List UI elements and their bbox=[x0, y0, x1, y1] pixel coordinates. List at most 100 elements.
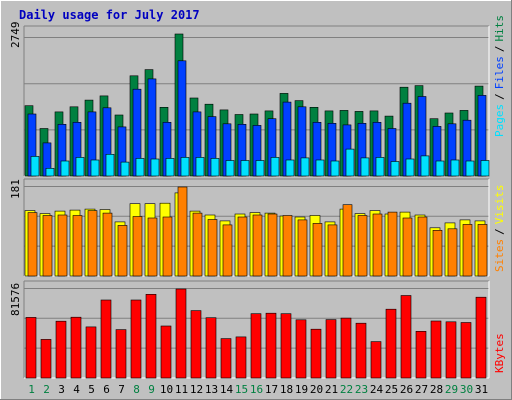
bar-kbytes-day-25 bbox=[385, 308, 397, 379]
bar-kbytes-day-1 bbox=[25, 317, 37, 379]
chart-title: Daily usage for July 2017 bbox=[19, 8, 200, 22]
bar-kbytes-day-22 bbox=[340, 317, 352, 379]
x-label-day-6: 6 bbox=[103, 383, 110, 396]
x-label-day-8: 8 bbox=[133, 383, 140, 396]
bar-kbytes-day-8 bbox=[130, 299, 142, 379]
x-label-day-16: 16 bbox=[250, 383, 263, 396]
bar-sites-day-22 bbox=[342, 204, 353, 277]
bar-kbytes-day-18 bbox=[280, 313, 292, 379]
bar-sites-day-5 bbox=[87, 210, 98, 277]
x-label-day-15: 15 bbox=[235, 383, 248, 396]
x-label-day-3: 3 bbox=[58, 383, 65, 396]
bar-sites-day-10 bbox=[162, 216, 173, 277]
bar-kbytes-day-5 bbox=[85, 326, 97, 379]
bar-kbytes-day-31 bbox=[475, 296, 487, 379]
bar-pages-day-8 bbox=[135, 158, 145, 177]
x-label-day-17: 17 bbox=[265, 383, 278, 396]
bar-pages-day-21 bbox=[330, 160, 340, 177]
bar-sites-day-24 bbox=[372, 213, 383, 277]
bar-kbytes-day-19 bbox=[295, 319, 307, 379]
bar-kbytes-day-23 bbox=[355, 322, 367, 379]
bar-sites-day-7 bbox=[117, 225, 128, 277]
x-label-day-5: 5 bbox=[88, 383, 95, 396]
bar-sites-day-30 bbox=[462, 224, 473, 277]
bar-pages-day-1 bbox=[30, 156, 40, 177]
bar-kbytes-day-11 bbox=[175, 288, 187, 379]
bar-pages-day-17 bbox=[270, 157, 280, 177]
bar-sites-day-11 bbox=[177, 186, 188, 277]
bar-sites-day-19 bbox=[297, 219, 308, 277]
bar-sites-day-20 bbox=[312, 223, 323, 277]
bar-sites-day-2 bbox=[42, 215, 53, 277]
x-label-day-10: 10 bbox=[160, 383, 173, 396]
bar-sites-day-26 bbox=[402, 217, 413, 277]
x-label-day-29: 29 bbox=[445, 383, 458, 396]
bar-pages-day-9 bbox=[150, 158, 160, 177]
x-label-day-7: 7 bbox=[118, 383, 125, 396]
x-label-day-31: 31 bbox=[475, 383, 488, 396]
middle-max-label: 181 bbox=[9, 179, 22, 199]
x-label-day-18: 18 bbox=[280, 383, 293, 396]
panel-visits-sites bbox=[23, 178, 490, 277]
x-label-day-26: 26 bbox=[400, 383, 413, 396]
legend-visits: Visits bbox=[493, 185, 506, 225]
bar-pages-day-10 bbox=[165, 158, 175, 177]
x-label-day-25: 25 bbox=[385, 383, 398, 396]
x-label-day-11: 11 bbox=[175, 383, 188, 396]
x-label-day-1: 1 bbox=[28, 383, 35, 396]
bar-sites-day-28 bbox=[432, 230, 443, 277]
bar-pages-day-30 bbox=[465, 160, 475, 177]
bar-kbytes-day-30 bbox=[460, 322, 472, 379]
bar-pages-day-2 bbox=[45, 168, 55, 177]
middle-legend: Sites / Visits bbox=[493, 185, 506, 273]
x-label-day-24: 24 bbox=[370, 383, 384, 396]
bar-kbytes-day-13 bbox=[205, 317, 217, 379]
x-label-day-14: 14 bbox=[220, 383, 234, 396]
bar-kbytes-day-28 bbox=[430, 320, 442, 379]
bar-sites-day-16 bbox=[252, 214, 263, 277]
bar-sites-day-4 bbox=[72, 215, 83, 277]
bottom-legend: KBytes bbox=[493, 333, 506, 373]
x-label-day-22: 22 bbox=[340, 383, 353, 396]
legend-pages: Pages bbox=[493, 104, 506, 137]
bar-pages-day-23 bbox=[360, 157, 370, 177]
x-label-day-19: 19 bbox=[295, 383, 308, 396]
bar-kbytes-day-6 bbox=[100, 299, 112, 379]
bar-pages-day-27 bbox=[420, 155, 430, 177]
bar-kbytes-day-12 bbox=[190, 310, 202, 379]
top-legend: Pages / Files / Hits bbox=[493, 15, 506, 137]
bar-pages-day-6 bbox=[105, 154, 115, 177]
bar-kbytes-day-14 bbox=[220, 338, 232, 379]
bar-sites-day-12 bbox=[192, 212, 203, 277]
legend-sep-3: / bbox=[493, 228, 506, 235]
bottom-max-label: 81576 bbox=[9, 283, 22, 316]
bar-kbytes-day-7 bbox=[115, 329, 127, 379]
bar-pages-day-28 bbox=[435, 160, 445, 177]
legend-sites: Sites bbox=[493, 239, 506, 272]
bar-sites-day-9 bbox=[147, 217, 158, 277]
bar-pages-day-26 bbox=[405, 158, 415, 177]
bar-kbytes-day-4 bbox=[70, 316, 82, 379]
bar-kbytes-day-16 bbox=[250, 313, 262, 379]
bar-sites-day-1 bbox=[27, 212, 38, 277]
bar-pages-day-13 bbox=[210, 158, 220, 177]
bar-pages-day-24 bbox=[375, 157, 385, 177]
x-label-day-20: 20 bbox=[310, 383, 323, 396]
bar-kbytes-day-21 bbox=[325, 319, 337, 379]
panel-hits-files-pages bbox=[23, 25, 490, 177]
legend-hits: Hits bbox=[493, 15, 506, 42]
bar-pages-day-20 bbox=[315, 159, 325, 177]
legend-sep-1: / bbox=[493, 93, 506, 100]
bar-sites-day-27 bbox=[417, 216, 428, 277]
x-label-day-13: 13 bbox=[205, 383, 218, 396]
bar-kbytes-day-3 bbox=[55, 320, 67, 379]
x-label-day-4: 4 bbox=[73, 383, 80, 396]
bar-sites-day-29 bbox=[447, 228, 458, 277]
bar-kbytes-day-27 bbox=[415, 330, 427, 379]
bar-pages-day-4 bbox=[75, 157, 85, 177]
x-label-day-28: 28 bbox=[430, 383, 443, 396]
bar-sites-day-13 bbox=[207, 219, 218, 277]
bar-pages-day-22 bbox=[345, 148, 355, 177]
bar-pages-day-3 bbox=[60, 160, 70, 177]
